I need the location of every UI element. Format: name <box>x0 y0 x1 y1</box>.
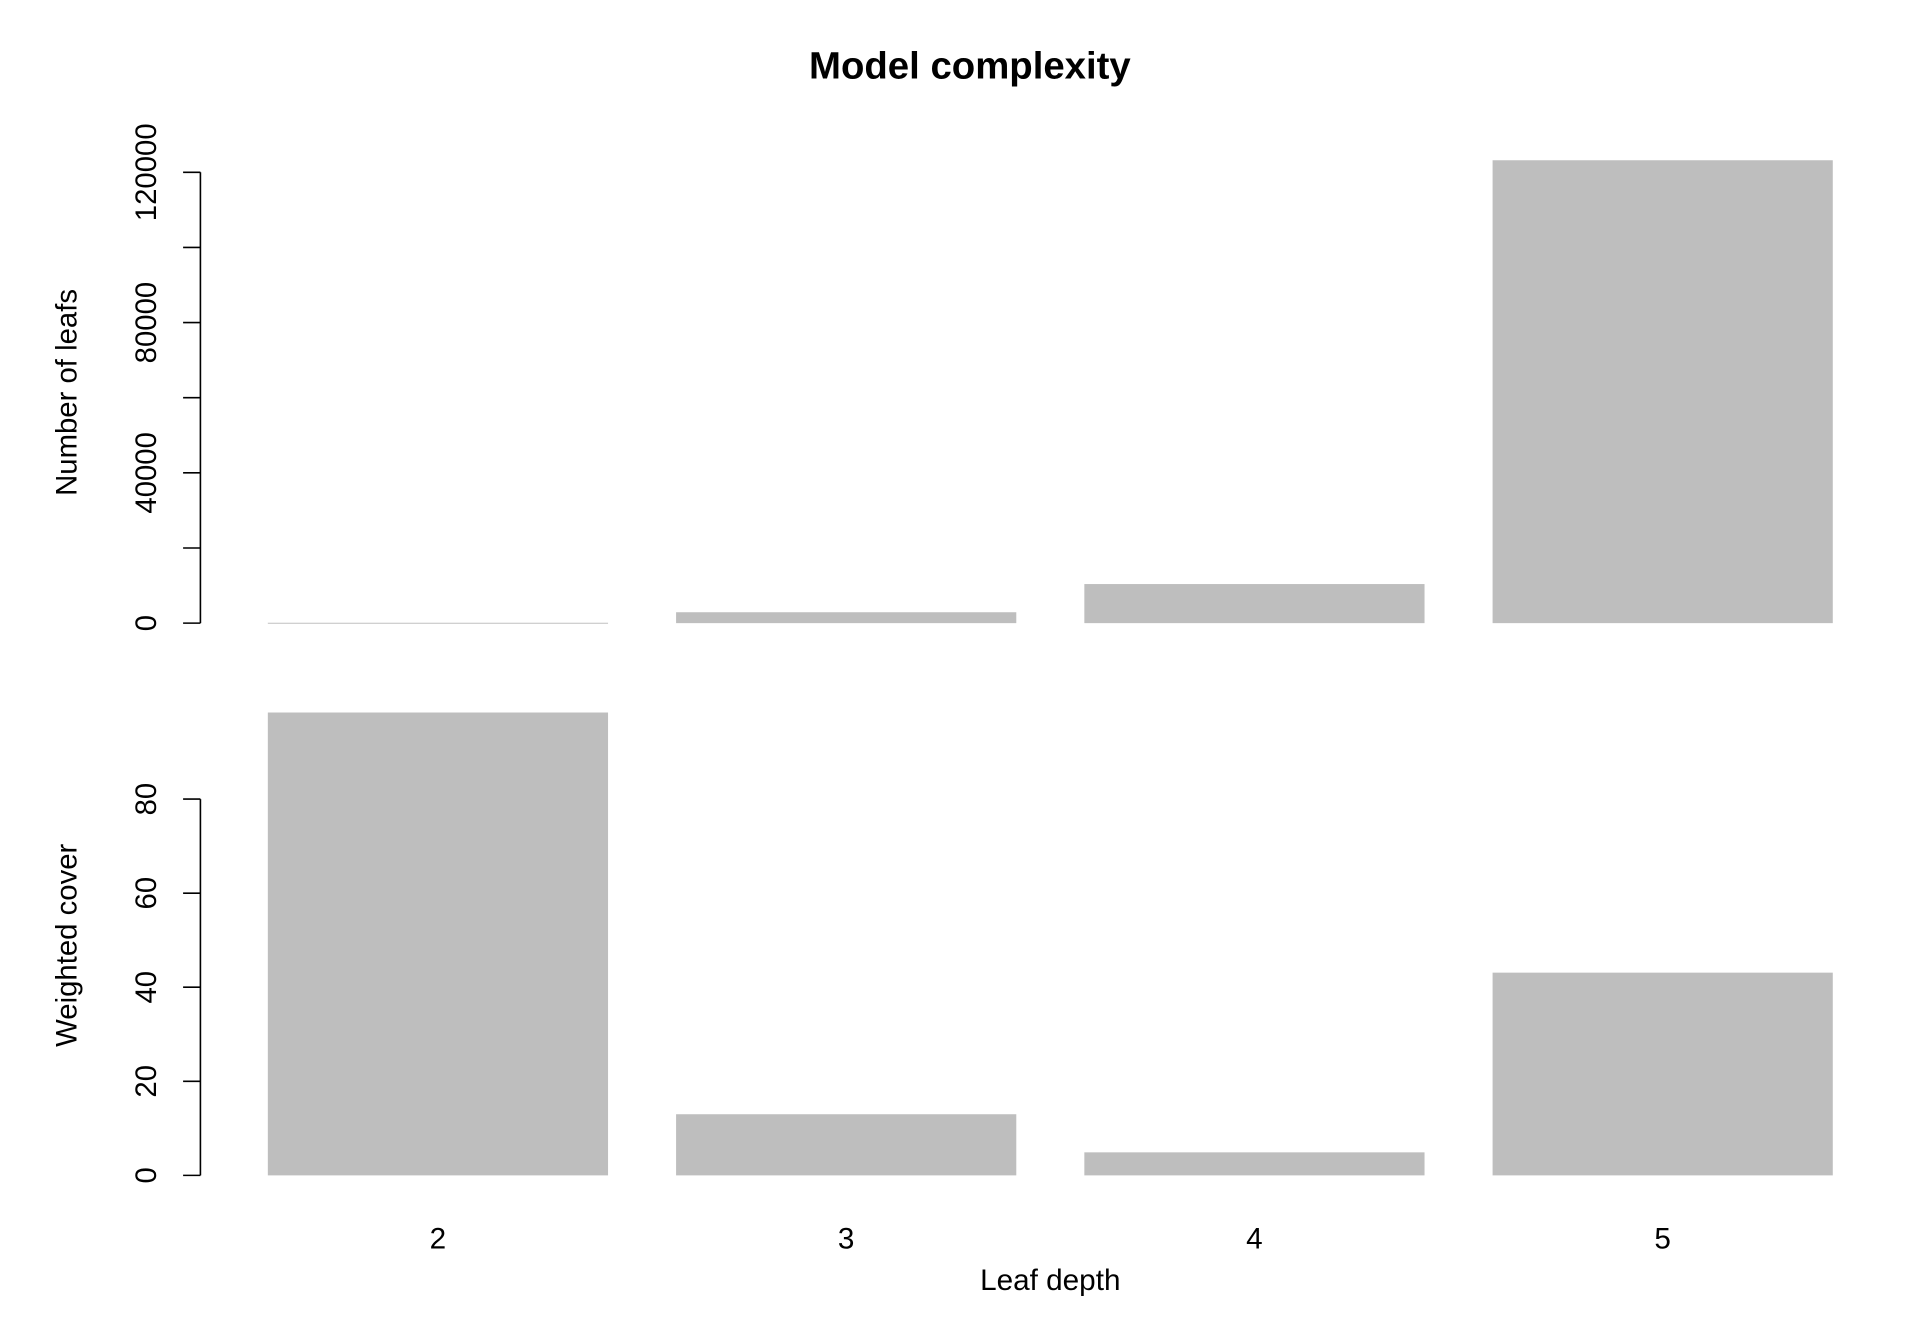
bar <box>267 712 609 1176</box>
y-tick-label: 40 <box>130 971 163 1004</box>
y-tick-label: 40000 <box>130 432 163 514</box>
bar <box>267 622 609 624</box>
x-tick-label: 2 <box>430 1223 447 1256</box>
y-tick-label: 0 <box>130 1167 163 1183</box>
y-tick-label: 0 <box>130 615 163 631</box>
y-tick-label: 60 <box>130 877 163 910</box>
y-tick-label: 120000 <box>130 123 163 221</box>
x-tick-label: 5 <box>1654 1223 1671 1256</box>
chart-title: Model complexity <box>809 46 1131 88</box>
y-axis-title: Weighted cover <box>51 844 84 1047</box>
x-tick-label: 4 <box>1246 1223 1263 1256</box>
bar <box>676 1114 1017 1176</box>
bar <box>1084 1152 1425 1176</box>
x-tick-label: 3 <box>838 1223 855 1256</box>
bar <box>1492 972 1833 1176</box>
bar <box>1492 160 1833 624</box>
x-axis-title: Leaf depth <box>980 1264 1120 1297</box>
bar <box>676 612 1017 624</box>
bar <box>1084 584 1425 624</box>
y-tick-label: 80 <box>130 783 163 816</box>
y-axis-title: Number of leafs <box>51 289 84 496</box>
y-tick-label: 20 <box>130 1065 163 1098</box>
y-tick-label: 80000 <box>130 282 163 364</box>
